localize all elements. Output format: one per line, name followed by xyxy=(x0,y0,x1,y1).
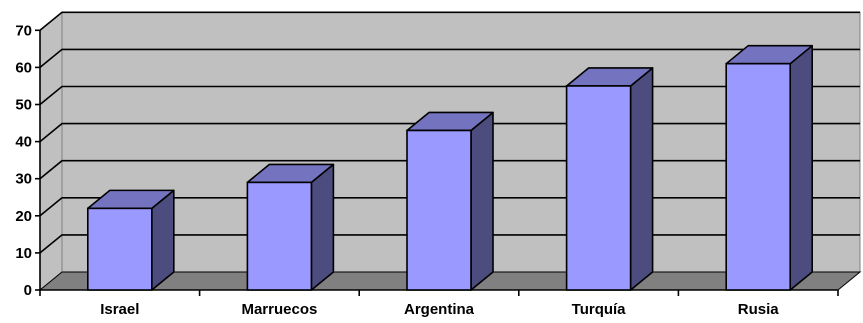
bar-argentina xyxy=(406,111,494,291)
y-tick-label: 20 xyxy=(15,208,32,225)
y-tick-label: 10 xyxy=(15,245,32,262)
bar-side xyxy=(629,67,654,291)
category-label: Argentina xyxy=(404,301,475,318)
bar-rusia xyxy=(725,44,814,291)
y-tick-label: 0 xyxy=(24,282,32,299)
axis-labels: 0 10 20 30 40 50 60 70 Israel Marruecos Argentina T… xyxy=(15,22,779,318)
y-tick-label: 30 xyxy=(15,171,32,188)
y-tick-label: 50 xyxy=(15,97,32,114)
category-label: Rusia xyxy=(738,301,780,318)
gridline-60 xyxy=(39,48,860,69)
bar-turquía xyxy=(565,67,654,291)
side-wall xyxy=(39,11,63,292)
bar-front xyxy=(87,207,153,291)
category-label: Turquía xyxy=(572,301,627,318)
category-label: Israel xyxy=(100,301,139,318)
y-tick-label: 60 xyxy=(15,59,32,76)
bar-front xyxy=(406,129,472,291)
y-tick-label: 70 xyxy=(15,22,32,39)
bar-side xyxy=(470,111,494,291)
bar-israel xyxy=(87,189,175,291)
bar-front xyxy=(565,85,632,291)
bar-front xyxy=(725,62,792,291)
bar-side xyxy=(789,44,814,291)
bars xyxy=(87,44,814,291)
category-label: Marruecos xyxy=(241,301,317,318)
bar-side xyxy=(310,163,335,291)
bar-front xyxy=(246,181,313,291)
gridline-70 xyxy=(39,11,860,31)
y-tick-label: 40 xyxy=(15,134,32,151)
bar-marruecos xyxy=(246,163,335,291)
